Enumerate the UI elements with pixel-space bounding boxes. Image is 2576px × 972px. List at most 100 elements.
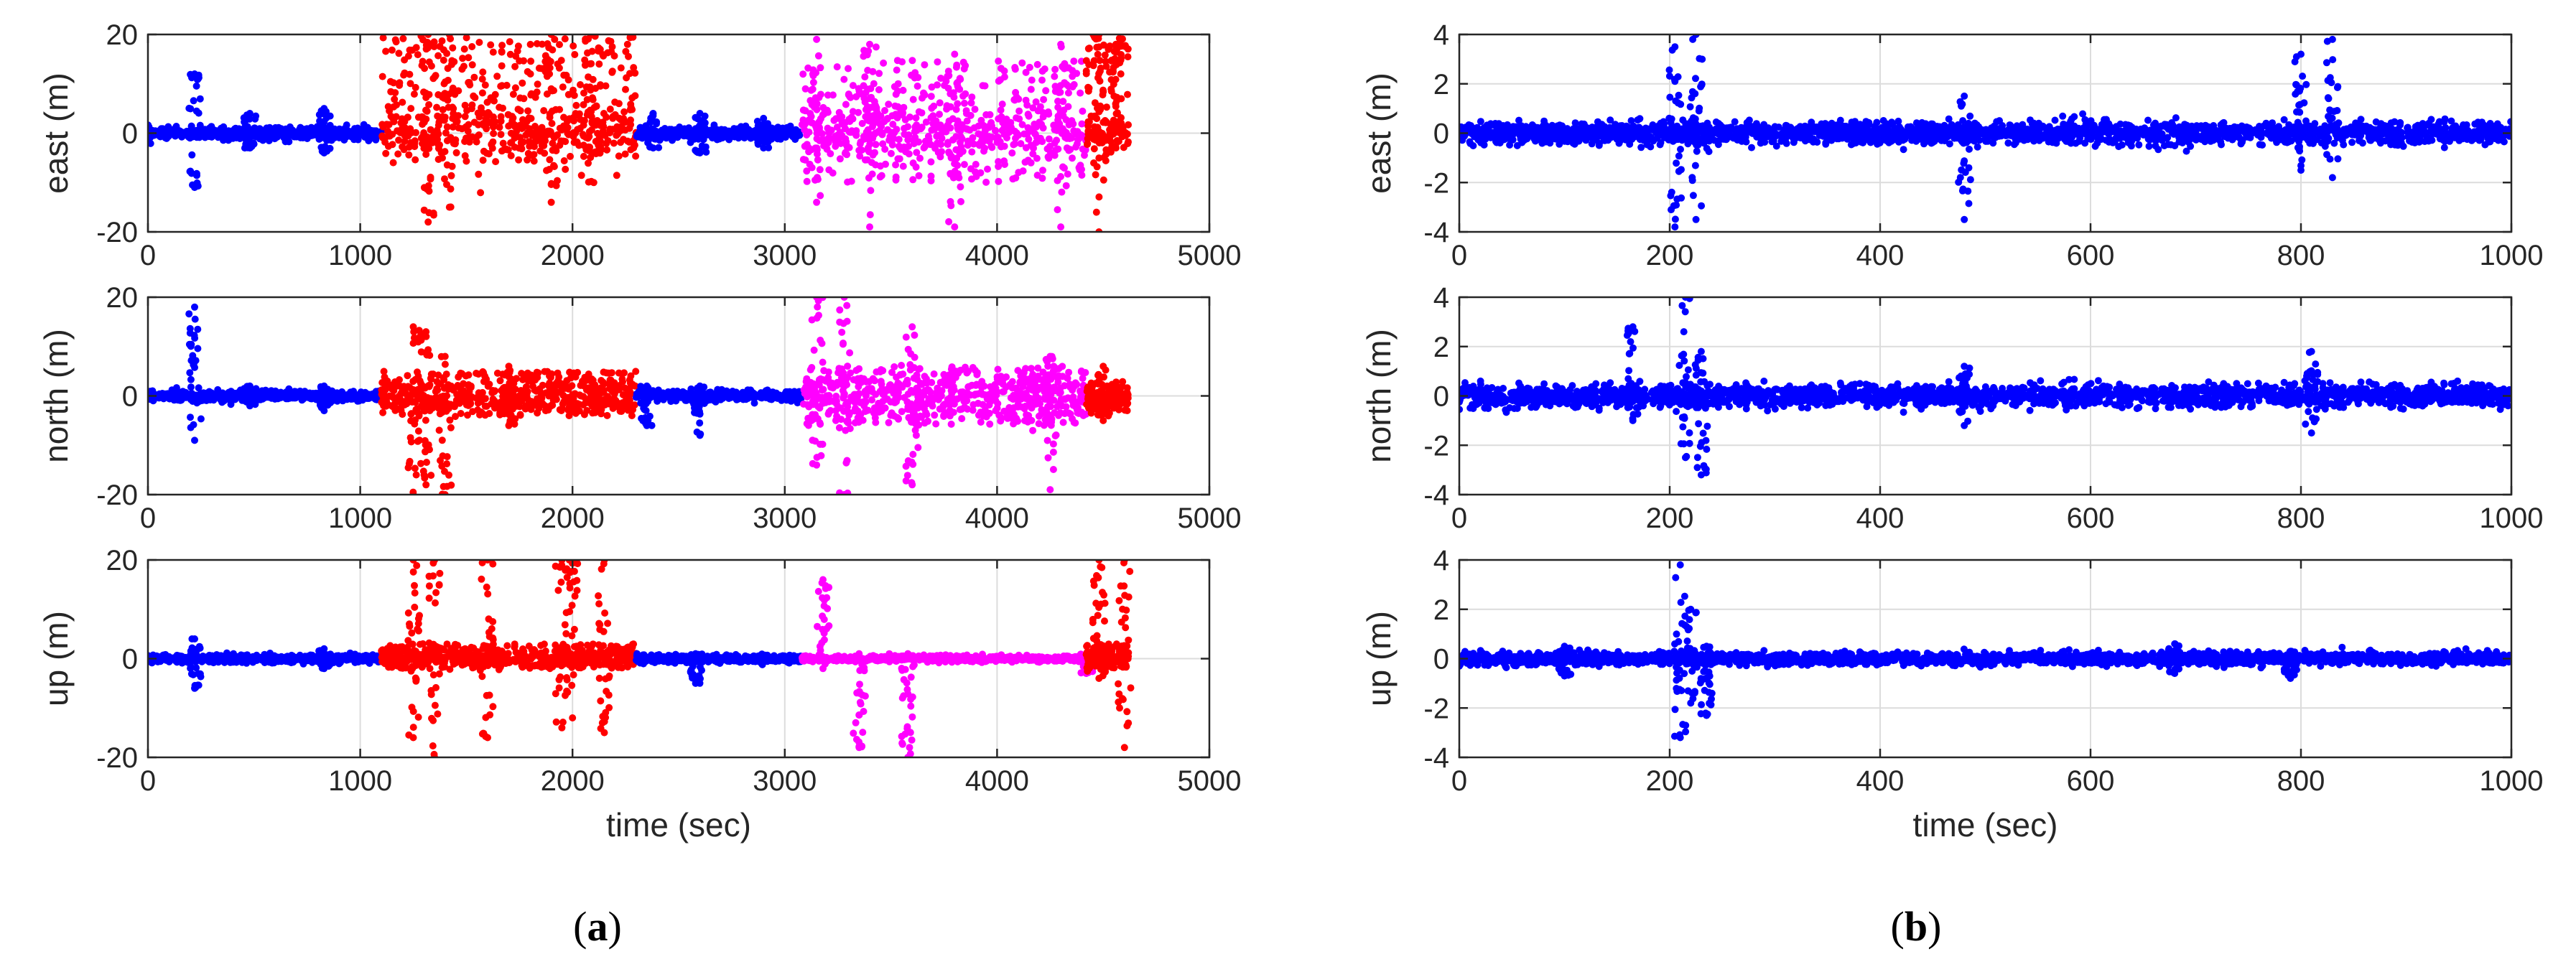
data-point (1108, 56, 1115, 64)
data-point (389, 131, 396, 139)
data-point (417, 391, 424, 399)
data-point (898, 362, 906, 369)
data-point (964, 405, 972, 413)
data-point (1041, 65, 1048, 73)
data-point (731, 393, 739, 401)
data-point (569, 42, 577, 50)
data-point (936, 121, 944, 129)
data-point (468, 43, 476, 50)
data-point (1028, 365, 1035, 373)
data-point (847, 113, 855, 121)
data-point (618, 370, 626, 378)
data-point (957, 197, 964, 205)
data-point (541, 137, 549, 145)
data-point (380, 368, 388, 375)
data-point (615, 152, 623, 160)
data-point (977, 408, 985, 416)
data-point (443, 482, 451, 490)
data-point (419, 140, 426, 147)
data-point (496, 123, 503, 131)
data-point (389, 114, 396, 122)
data-point (648, 421, 656, 429)
data-point (577, 172, 585, 179)
data-point (533, 39, 541, 47)
panel-a-north-points (148, 297, 1132, 495)
data-point (411, 156, 419, 164)
panel-a-east-series-red (1082, 34, 1132, 232)
data-point (996, 138, 1004, 146)
data-point (430, 43, 438, 50)
data-point (511, 134, 519, 142)
data-point (586, 60, 594, 67)
data-point (474, 399, 482, 407)
data-point (449, 123, 457, 131)
data-point (593, 403, 601, 411)
data-point (490, 130, 498, 137)
data-point (531, 376, 539, 384)
data-point (426, 407, 434, 414)
data-point (315, 135, 323, 143)
data-point (378, 121, 386, 128)
data-point (1122, 131, 1130, 139)
data-point (461, 113, 469, 121)
data-point (534, 80, 541, 88)
data-point (347, 388, 355, 396)
data-point (410, 90, 418, 98)
data-point (696, 431, 704, 439)
data-point (807, 113, 815, 121)
data-point (468, 61, 476, 69)
data-point (382, 47, 390, 55)
data-point (443, 161, 451, 169)
data-point (370, 127, 378, 135)
data-point (566, 115, 574, 123)
data-point (1017, 140, 1025, 148)
data-point (421, 474, 429, 482)
data-point (835, 108, 843, 116)
data-point (577, 116, 585, 123)
data-point (947, 103, 954, 111)
data-point (445, 471, 452, 479)
data-point (921, 142, 929, 150)
data-point (963, 397, 971, 405)
data-point (487, 94, 495, 102)
data-point (379, 34, 387, 42)
data-point (1040, 95, 1048, 103)
data-point (1099, 91, 1107, 99)
data-point (1006, 380, 1014, 388)
data-point (442, 370, 450, 378)
data-point (558, 380, 566, 388)
data-point (395, 50, 403, 57)
data-point (1030, 398, 1038, 406)
data-point (191, 70, 198, 78)
data-point (1077, 368, 1085, 375)
data-point (613, 172, 620, 179)
data-point (449, 84, 457, 92)
data-point (422, 89, 429, 97)
data-point (417, 379, 424, 387)
data-point (457, 410, 465, 417)
data-point (571, 51, 579, 58)
data-point (405, 151, 413, 159)
data-point (1112, 40, 1120, 48)
data-point (630, 64, 638, 72)
data-point (440, 392, 447, 400)
data-point (1084, 127, 1092, 135)
data-point (524, 377, 532, 385)
data-point (1062, 182, 1070, 190)
data-point (647, 118, 655, 125)
data-point (1097, 64, 1105, 72)
data-point (461, 152, 469, 159)
data-point (221, 129, 229, 137)
data-point (522, 131, 530, 139)
data-point (1039, 124, 1047, 132)
data-point (818, 386, 826, 394)
data-point (608, 68, 616, 76)
data-point (549, 107, 556, 115)
data-point (422, 41, 430, 49)
data-point (1092, 208, 1100, 216)
data-point (512, 52, 520, 60)
data-point (953, 80, 961, 87)
data-point (791, 136, 799, 144)
